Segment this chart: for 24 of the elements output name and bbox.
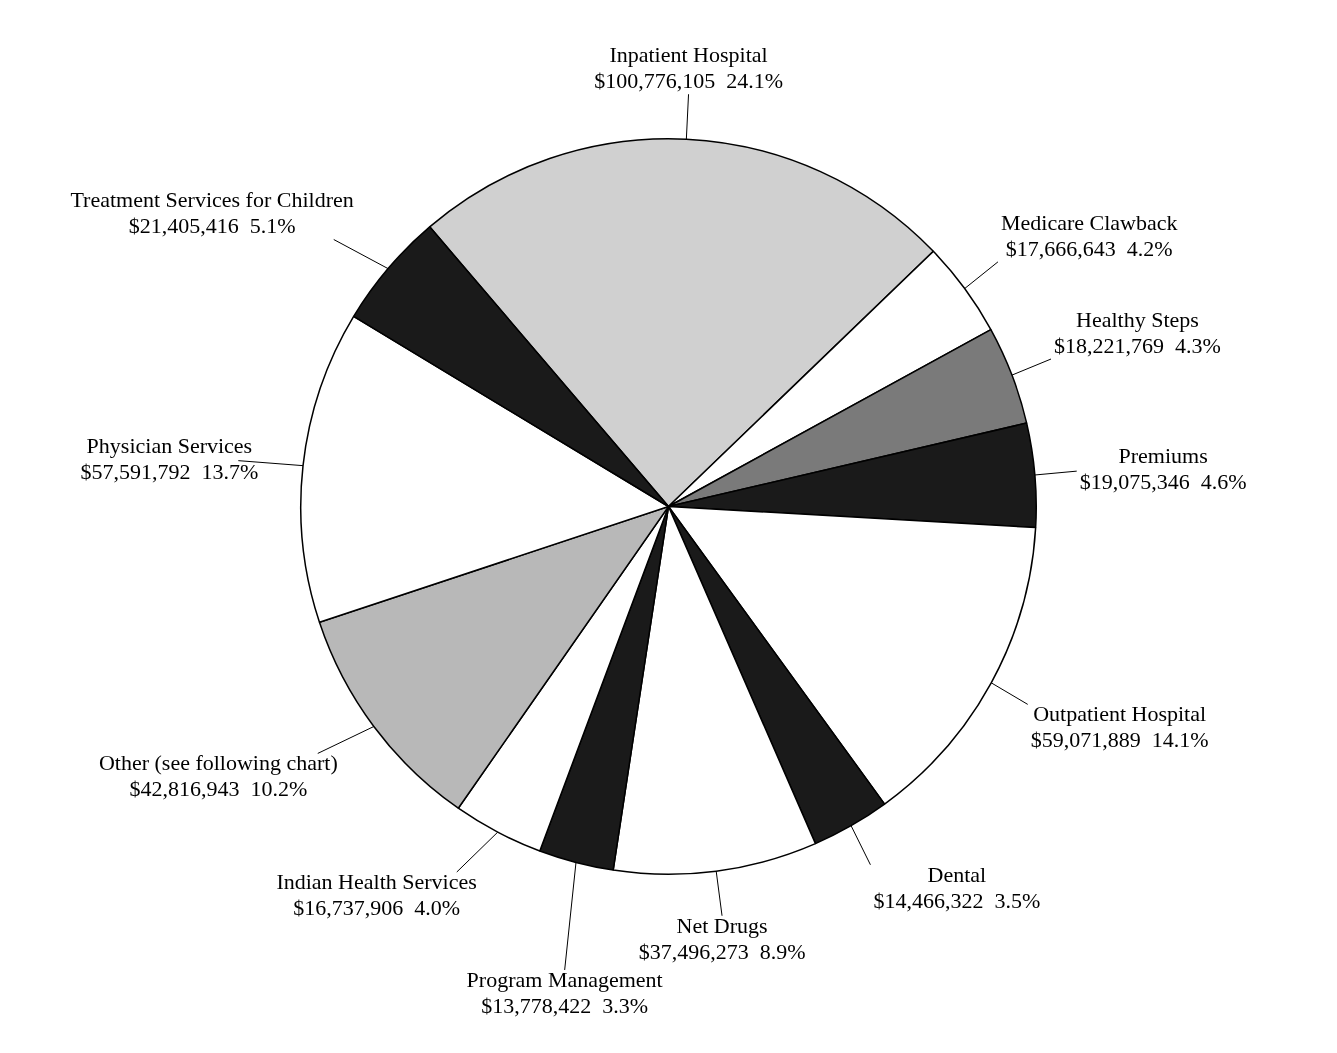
data-label: $59,071,889 14.1% [1030,727,1209,753]
slice-label: Program Management [466,966,663,992]
data-label: $13,778,422 3.3% [481,992,649,1018]
slice-label: Premiums [1118,443,1208,469]
data-label: $14,466,322 3.5% [873,887,1041,913]
data-label: $16,737,906 4.0% [293,894,461,920]
data-label: $19,075,346 4.6% [1079,469,1247,495]
data-label: $21,405,416 5.1% [128,213,296,239]
data-label: $42,816,943 10.2% [129,776,308,802]
data-label: $17,666,643 4.2% [1005,235,1173,261]
slice-label: Dental [927,861,987,887]
slice-label: Inpatient Hospital [609,42,768,68]
data-label: $18,221,769 4.3% [1054,332,1221,358]
slice-label: Healthy Steps [1076,306,1199,332]
data-label: $100,776,105 24.1% [594,68,783,94]
slice-label: Outpatient Hospital [1033,701,1207,727]
slice-label: Medicare Clawback [1000,209,1178,235]
slice-label: Physician Services [86,432,253,458]
slice-label: Other (see following chart) [98,750,338,776]
slice-label: Indian Health Services [276,868,477,894]
slice-label: Treatment Services for Children [70,187,354,213]
data-label: $57,591,792 13.7% [80,458,259,484]
data-label: $37,496,273 8.9% [638,938,806,964]
slice-label: Net Drugs [676,912,768,938]
